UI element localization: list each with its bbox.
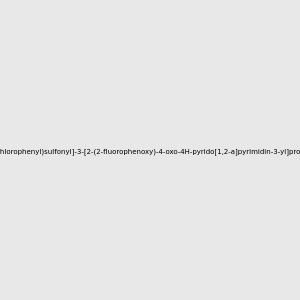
Text: (2E)-2-[(4-chlorophenyl)sulfonyl]-3-[2-(2-fluorophenoxy)-4-oxo-4H-pyrido[1,2-a]p: (2E)-2-[(4-chlorophenyl)sulfonyl]-3-[2-(… [0,148,300,155]
